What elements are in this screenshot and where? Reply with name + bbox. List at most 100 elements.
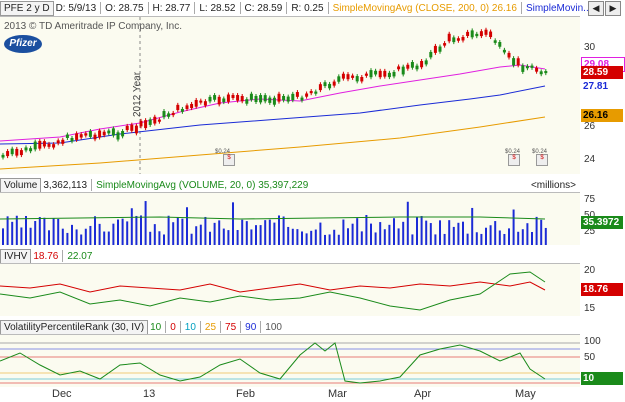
ivhv-panel[interactable]	[0, 263, 580, 316]
pfizer-logo: Pfizer	[4, 35, 42, 53]
price-panel[interactable]: 2013 © TD Ameritrade IP Company, Inc. Pf…	[0, 16, 580, 174]
x-label: 13	[143, 388, 156, 400]
dividend-marker[interactable]: $	[536, 154, 548, 166]
candle-body	[539, 71, 543, 75]
candle-body	[15, 148, 19, 156]
volume-bar	[425, 220, 428, 245]
close-label: C: 28.59	[244, 2, 283, 14]
volume-bar	[347, 228, 349, 245]
volume-bar	[544, 227, 547, 245]
x-label: Dec	[52, 388, 72, 400]
vpr-title[interactable]: VolatilityPercentileRank (30, IV)	[0, 319, 149, 335]
candle-body	[401, 66, 405, 75]
volume-bar	[121, 218, 124, 245]
candle-body	[364, 73, 368, 76]
dividend-marker[interactable]: $	[508, 154, 520, 166]
volume-bar	[29, 227, 32, 245]
candle-body	[489, 31, 493, 38]
scroll-right-button[interactable]: ▶	[605, 1, 621, 16]
volume-bar	[411, 234, 414, 245]
candle-body	[88, 131, 92, 137]
candle-body	[226, 94, 230, 102]
volume-bar	[434, 234, 437, 245]
period-label[interactable]: 2 y D	[26, 2, 50, 14]
candle-body	[236, 95, 240, 101]
volume-bar	[402, 221, 405, 245]
candle-body	[346, 74, 350, 80]
candle-body	[420, 60, 424, 68]
volume-bar	[485, 227, 487, 245]
hv-value: 22.07	[67, 250, 93, 262]
candle-body	[19, 150, 23, 156]
ivhv-tick: 15	[584, 303, 596, 314]
volume-bar	[333, 229, 336, 245]
candle-body	[79, 134, 83, 138]
volume-sma-label[interactable]: SimpleMovingAvg (VOLUME, 20, 0) 35,397,2…	[96, 179, 309, 191]
vpr-line	[0, 342, 546, 384]
volume-bar	[291, 228, 294, 245]
candle-body	[24, 147, 28, 151]
candle-body	[268, 97, 272, 103]
volume-bar	[531, 231, 533, 245]
dividend-label: $0.24	[532, 149, 548, 155]
candle-body	[525, 66, 529, 69]
sma200-label[interactable]: SimpleMovingAvg (CLOSE, 200, 0) 26.16	[332, 2, 517, 14]
volume-bar	[172, 222, 175, 245]
volume-bar	[535, 216, 538, 245]
ivhv-title[interactable]: IVHV	[0, 248, 32, 264]
candle-body	[185, 105, 189, 110]
volume-bar	[429, 223, 432, 245]
vpr-panel[interactable]	[0, 334, 580, 387]
volume-bar	[379, 222, 382, 245]
x-label: Feb	[236, 388, 255, 400]
volume-bar	[80, 234, 83, 245]
volume-bar	[351, 223, 354, 245]
candle-body	[406, 64, 410, 69]
volume-bar	[255, 225, 257, 245]
volume-panel[interactable]	[0, 192, 580, 245]
candle-body	[309, 91, 313, 94]
symbol-box[interactable]: PFE 2 y D	[0, 0, 54, 16]
candle-body	[61, 139, 65, 144]
candle-body	[231, 94, 235, 99]
volume-bar	[34, 221, 37, 245]
volume-bar	[89, 225, 92, 245]
x-label: May	[515, 388, 536, 400]
volume-bar	[466, 233, 469, 245]
volume-bar	[241, 219, 244, 245]
high-label: H: 28.77	[152, 2, 191, 14]
volume-tick: 25	[584, 226, 596, 237]
vpr-header: VolatilityPercentileRank (30, IV) 10 0 1…	[0, 319, 284, 335]
volume-bar	[199, 224, 202, 245]
candle-body	[65, 134, 69, 138]
candle-body	[323, 82, 327, 87]
candle-body	[277, 93, 281, 102]
candle-body	[134, 125, 138, 134]
iv-value: 18.76	[33, 250, 59, 262]
candle-body	[130, 124, 134, 131]
volume-bar	[328, 234, 331, 245]
candle-body	[153, 116, 157, 124]
volume-bar	[475, 232, 478, 245]
volume-bar	[236, 230, 239, 245]
scroll-left-button[interactable]: ◀	[588, 1, 604, 16]
volume-bar	[204, 216, 207, 245]
volume-units: <millions>	[530, 179, 576, 191]
vpr-tick: 50	[584, 352, 596, 363]
volume-title[interactable]: Volume	[0, 177, 42, 193]
volume-bar	[448, 220, 451, 245]
candle-body	[29, 148, 33, 152]
volume-bar	[393, 218, 395, 245]
sma-truncated-label[interactable]: SimpleMovin...	[525, 2, 592, 14]
candle-body	[157, 119, 161, 122]
candle-body	[107, 130, 111, 134]
dividend-marker[interactable]: $	[223, 154, 235, 166]
candle-body	[98, 130, 102, 138]
vpr-tick: 100	[584, 336, 601, 347]
candle-body	[116, 132, 120, 140]
volume-bar	[149, 231, 152, 245]
volume-bar	[259, 225, 262, 245]
volume-bar	[452, 226, 455, 245]
volume-bar	[126, 221, 129, 245]
volume-bar	[135, 215, 138, 245]
